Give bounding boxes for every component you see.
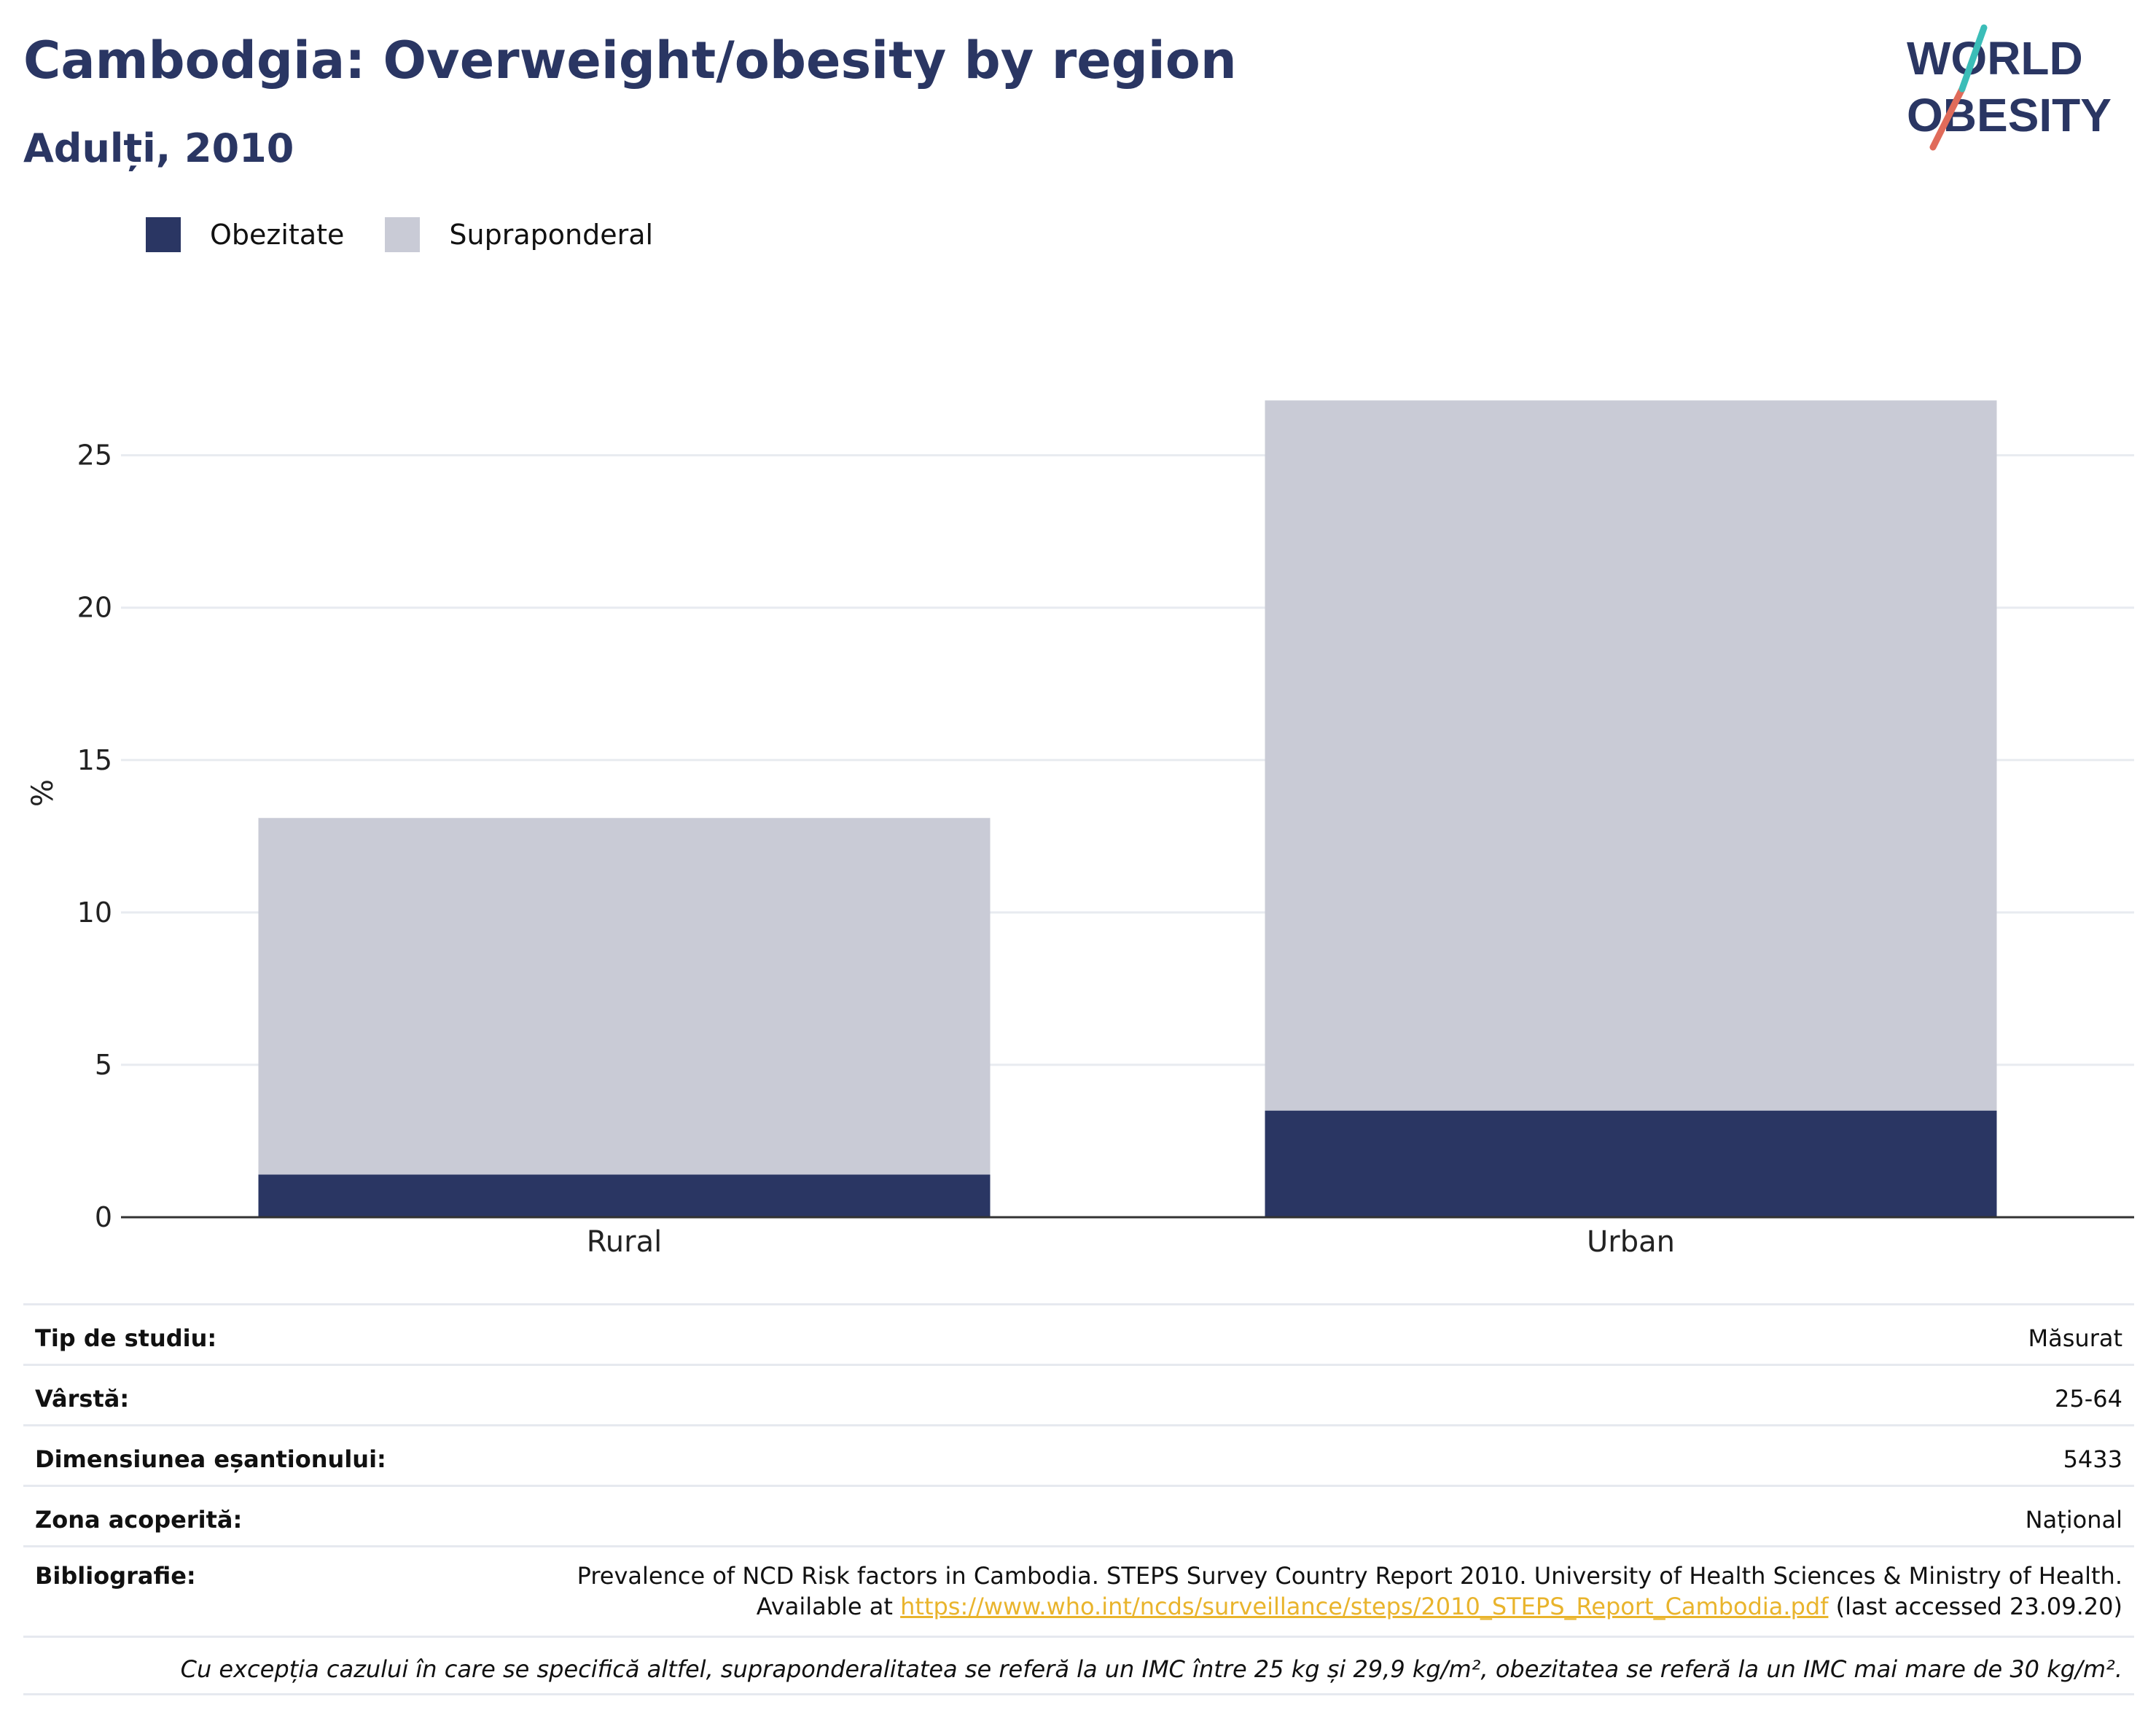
- sample-size-value: 5433: [2063, 1445, 2122, 1473]
- age-label: Vârstă:: [35, 1385, 130, 1413]
- sample-size-row: Dimensiunea eșantionului: 5433: [23, 1424, 2134, 1485]
- coverage-row: Zona acoperită: Național: [23, 1485, 2134, 1545]
- legend-label-overweight: Supraponderal: [449, 219, 654, 251]
- y-tick-label-0: 0: [95, 1201, 112, 1233]
- chart-legend: Obezitate Supraponderal: [146, 217, 694, 252]
- world-obesity-logo: WORLD OBESITY: [1907, 24, 2112, 151]
- chart-title: Cambodgia: Overweight/obesity by region: [23, 31, 1237, 90]
- bibliography-label: Bibliografie:: [35, 1562, 196, 1590]
- age-value: 25-64: [2055, 1385, 2122, 1413]
- study-type-value: Măsurat: [2028, 1324, 2122, 1352]
- bibliography-link[interactable]: https://www.who.int/ncds/surveillance/st…: [900, 1593, 1829, 1620]
- study-type-label: Tip de studiu:: [35, 1324, 217, 1352]
- legend-swatch-overweight: [385, 217, 421, 252]
- legend-item-obesity: Obezitate: [146, 217, 344, 252]
- bar-urban-overweight: [1265, 400, 1997, 1111]
- definition-note-row: Cu excepția cazului în care se specifică…: [23, 1636, 2134, 1695]
- bar-rural-overweight: [258, 818, 991, 1175]
- y-axis-label: %: [26, 779, 60, 807]
- logo-slash-red: [1929, 85, 1966, 151]
- bibliography-citation: Prevalence of NCD Risk factors in Cambod…: [577, 1562, 2122, 1590]
- bibliography-value: Prevalence of NCD Risk factors in Cambod…: [577, 1561, 2122, 1622]
- legend-label-obesity: Obezitate: [210, 219, 345, 251]
- x-tick-label-urban: Urban: [1587, 1225, 1675, 1259]
- x-tick-label-rural: Rural: [587, 1225, 662, 1259]
- chart-subtitle: Adulți, 2010: [23, 125, 294, 171]
- bibliography-row: Bibliografie: Prevalence of NCD Risk fac…: [23, 1545, 2134, 1636]
- y-tick-label-25: 25: [77, 440, 112, 472]
- bar-rural-obesity: [258, 1174, 991, 1217]
- sample-size-label: Dimensiunea eșantionului:: [35, 1445, 386, 1473]
- definition-note: Cu excepția cazului în care se specifică…: [180, 1655, 2122, 1683]
- y-tick-label-10: 10: [77, 897, 112, 929]
- y-tick-label-15: 15: [77, 744, 112, 776]
- legend-swatch-obesity: [146, 217, 181, 252]
- study-info-table: Tip de studiu: Măsurat Vârstă: 25-64 Dim…: [23, 1303, 2134, 1695]
- coverage-value: Național: [2025, 1506, 2122, 1534]
- legend-item-overweight: Supraponderal: [385, 217, 653, 252]
- study-type-row: Tip de studiu: Măsurat: [23, 1303, 2134, 1364]
- coverage-label: Zona acoperită:: [35, 1506, 243, 1534]
- logo-slash-teal: [1958, 24, 1988, 93]
- age-row: Vârstă: 25-64: [23, 1364, 2134, 1424]
- y-tick-label-20: 20: [77, 592, 112, 624]
- bar-chart: 0 5 10 15 20 25% Rural Urban: [26, 400, 2134, 1259]
- y-tick-label-5: 5: [95, 1049, 112, 1081]
- bibliography-prefix: Available at: [756, 1593, 901, 1620]
- bar-urban-obesity: [1265, 1110, 1997, 1217]
- bibliography-suffix: (last accessed 23.09.20): [1828, 1593, 2122, 1620]
- logo-line1: WORLD: [1907, 32, 2083, 85]
